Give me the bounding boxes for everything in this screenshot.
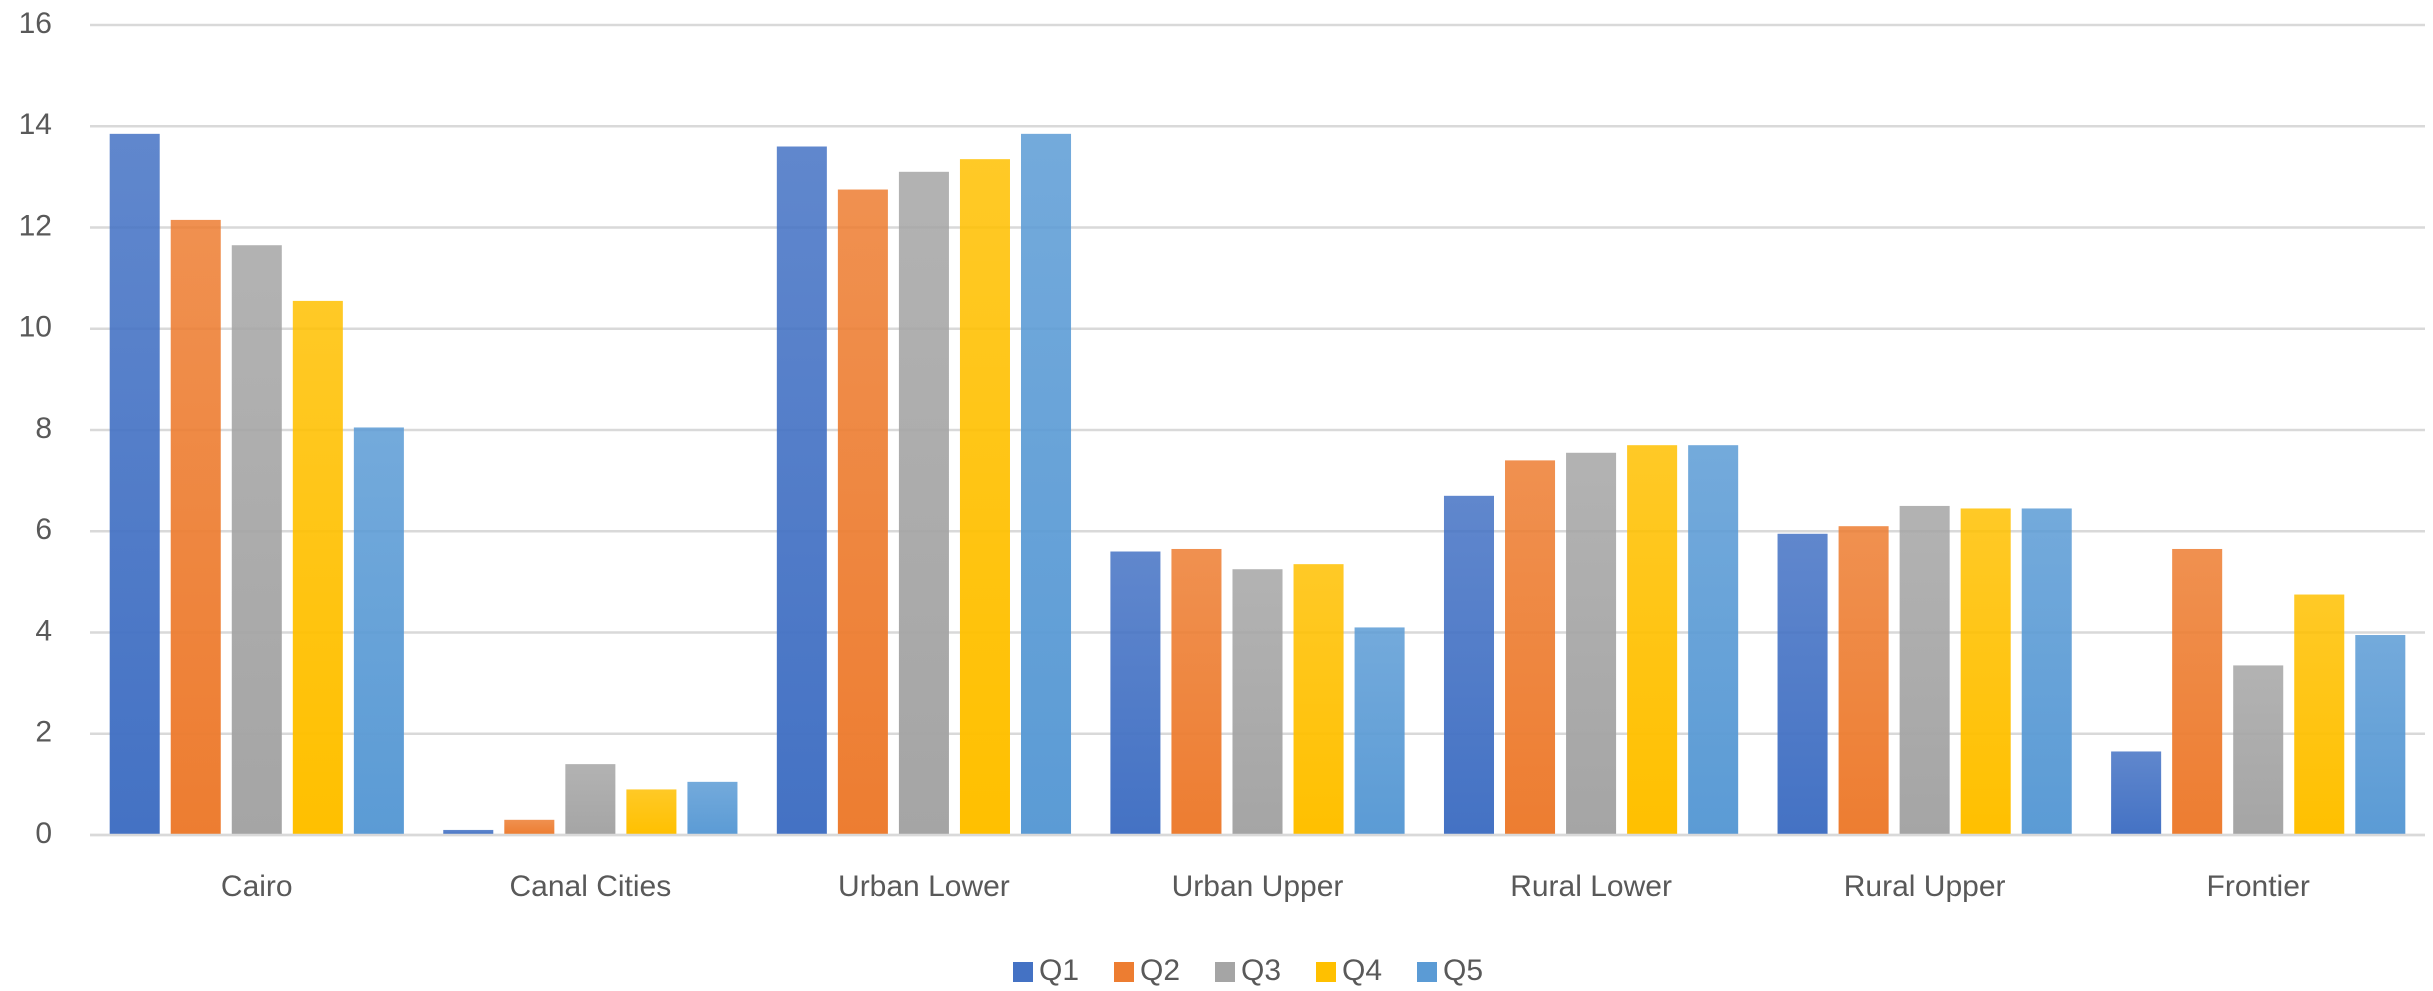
bar [1020,133,1072,835]
bar [776,146,827,835]
bar [109,133,160,835]
y-tick-label: 2 [35,716,52,749]
y-tick-label: 10 [19,311,52,344]
bar [898,171,949,835]
legend-label: Q3 [1241,954,1281,986]
legend-label: Q2 [1140,954,1180,986]
bar [1505,460,1556,835]
legend-swatch [1013,962,1033,982]
bar [2021,508,2072,835]
y-tick-label: 6 [35,513,52,546]
x-tick-label: Rural Lower [1510,870,1672,903]
bar [1960,508,2011,835]
bar [1171,548,1222,835]
bar [2294,594,2345,835]
x-tick-label: Urban Upper [1172,870,1344,903]
x-tick-label: Canal Cities [509,870,671,903]
y-tick-label: 4 [35,614,52,647]
bar [1777,533,1828,835]
legend-swatch [1114,962,1134,982]
bar [1232,569,1283,835]
legend-label: Q5 [1443,954,1483,986]
legend-label: Q1 [1039,954,1079,986]
y-tick-label: 12 [19,209,52,242]
x-tick-label: Frontier [2207,870,2310,903]
bar [1354,627,1405,835]
x-tick-label: Rural Upper [1844,870,2006,903]
y-tick-label: 8 [35,412,52,445]
bar [959,159,1010,835]
y-tick-label: 0 [35,817,52,850]
bar [170,219,221,835]
bar [565,764,616,835]
legend-swatch [1215,962,1235,982]
legend-label: Q4 [1342,954,1382,986]
bar [2233,665,2284,835]
bar [626,789,677,835]
y-tick-label: 14 [19,108,52,141]
x-tick-label: Cairo [221,870,293,903]
bar [292,300,343,835]
bar [687,781,738,835]
bar [1627,445,1678,835]
bar [1110,551,1161,835]
bar [2172,548,2223,835]
bar [231,245,282,835]
bar [2355,635,2406,835]
x-tick-label: Urban Lower [838,870,1010,903]
bar [353,427,404,835]
bar [443,829,494,835]
bar [1443,495,1495,835]
bar [1838,526,1889,835]
bar [2111,751,2162,835]
bar [1688,445,1739,835]
legend-swatch [1316,962,1336,982]
bar [504,819,555,835]
bar [1899,505,1950,835]
bar [1293,564,1344,835]
bar [1566,452,1617,835]
legend-swatch [1417,962,1437,982]
bar [837,189,888,835]
y-tick-label: 16 [19,7,52,40]
